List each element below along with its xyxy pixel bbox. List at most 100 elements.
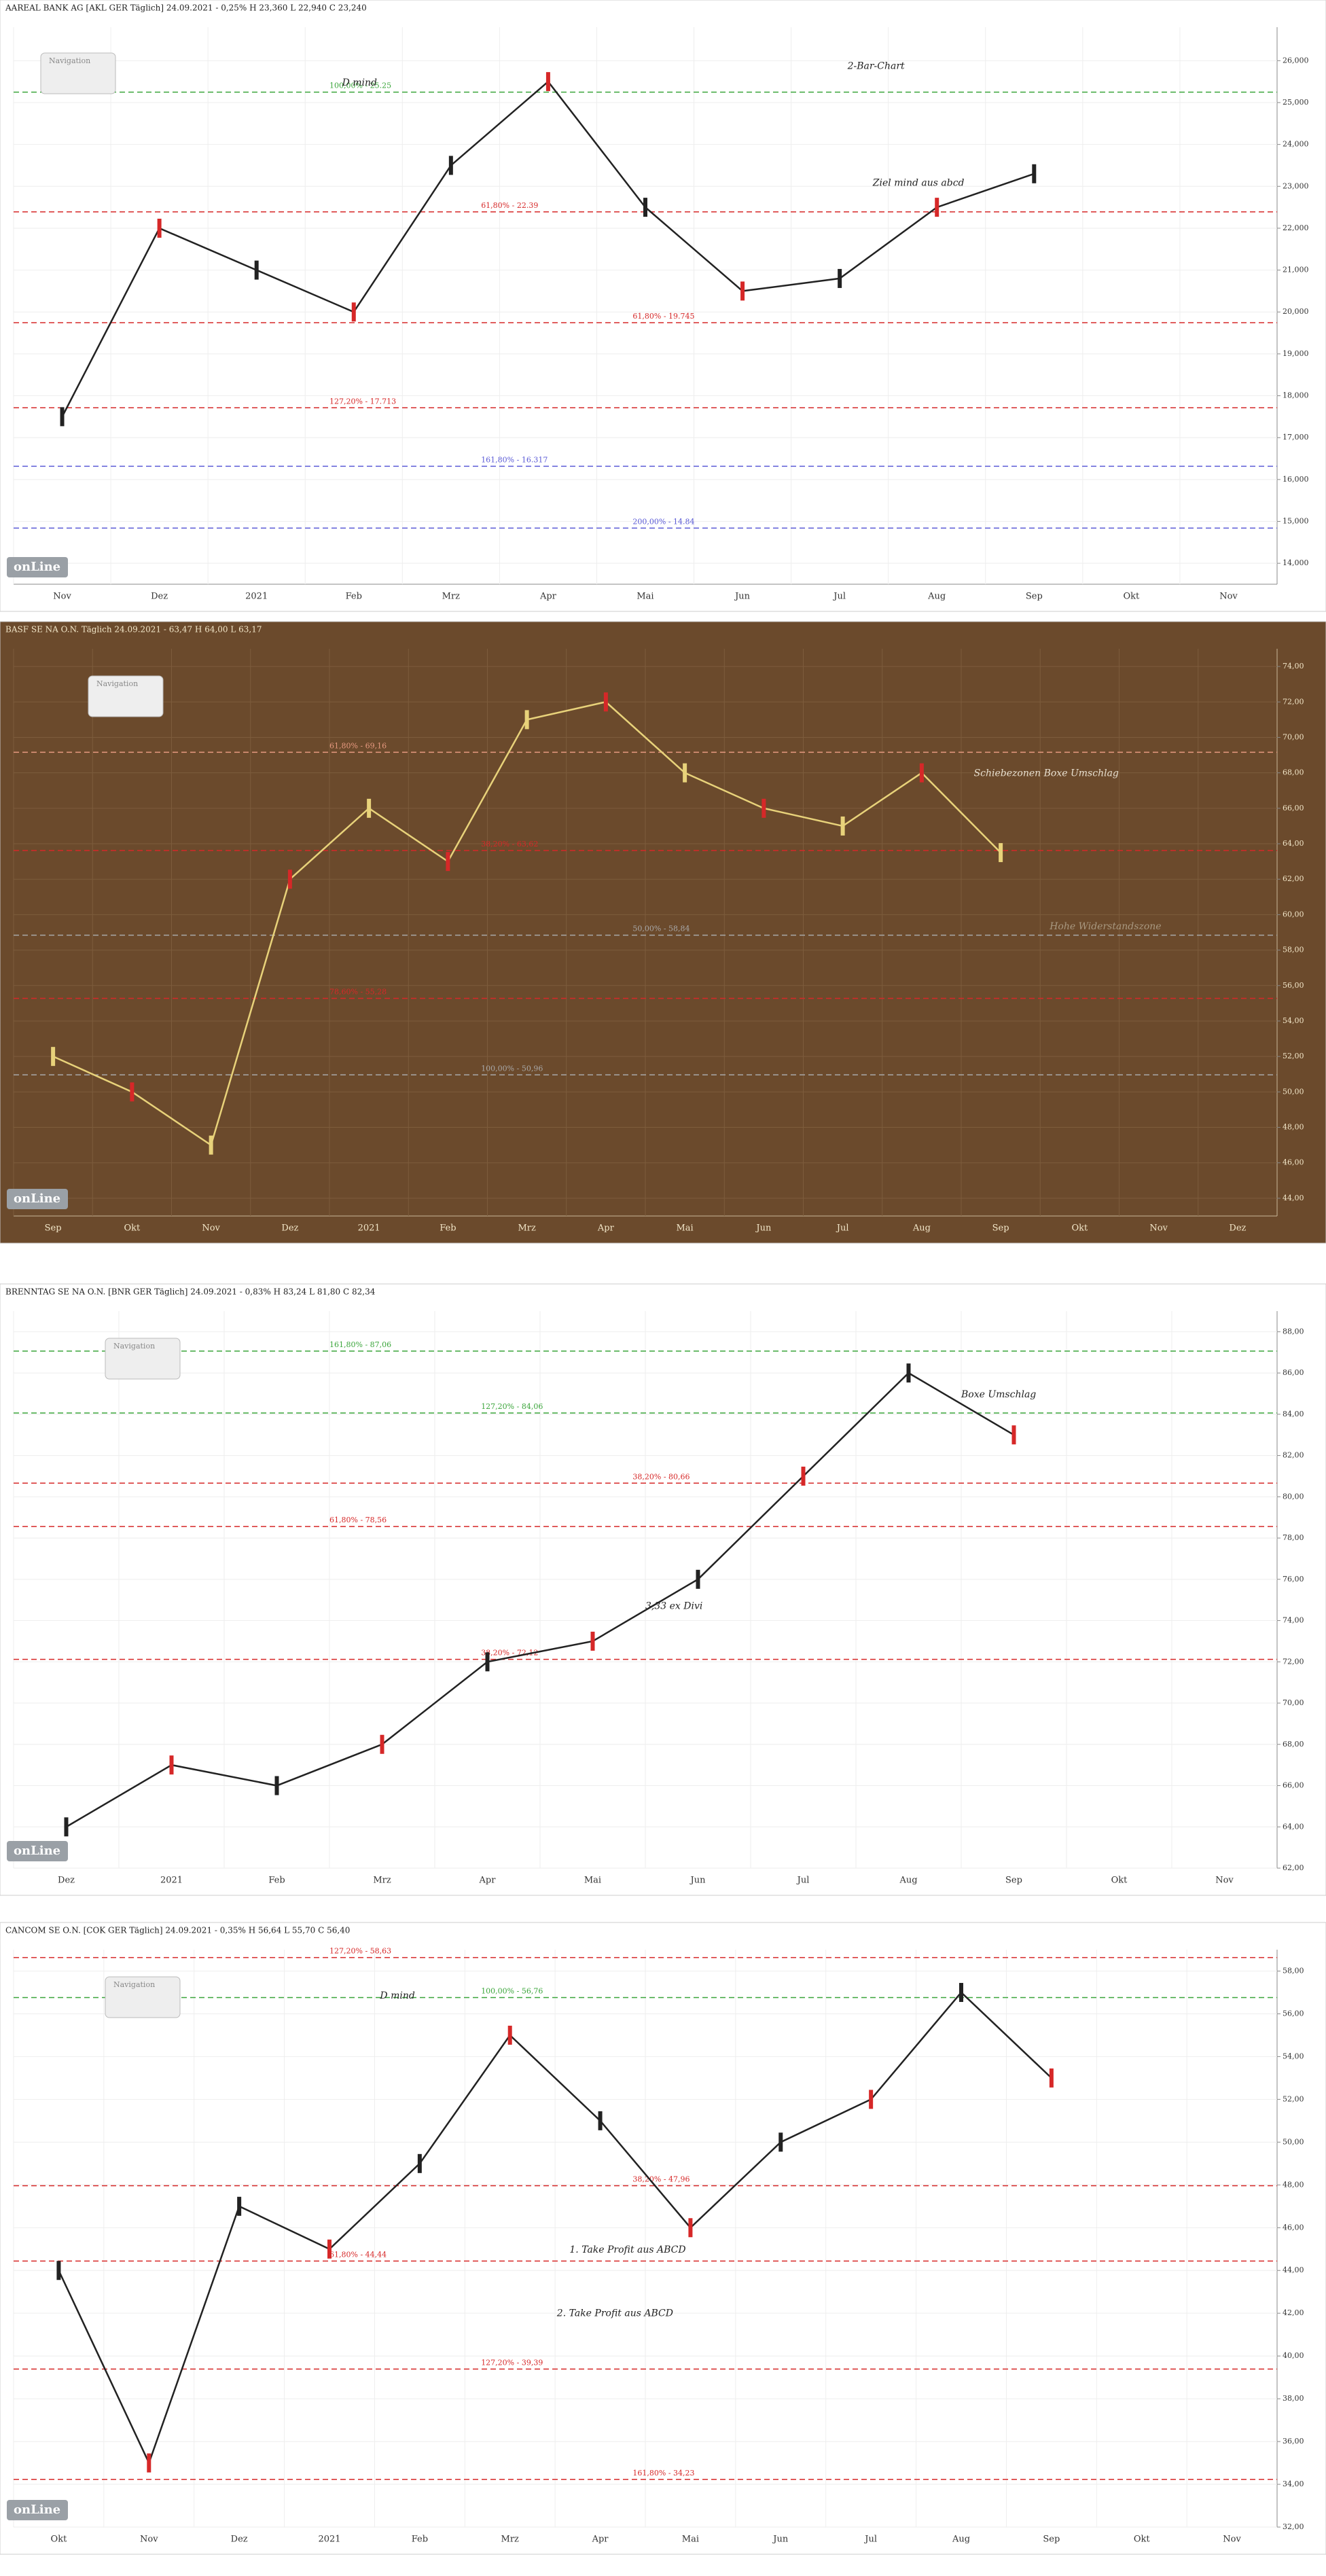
annotation: Boxe Umschlag [961, 1389, 1036, 1400]
chart-panel: BASF SE NA O.N. Täglich 24.09.2021 - 63,… [0, 621, 1326, 1244]
level-label: 127,20% - 39,39 [481, 2358, 543, 2367]
x-tick-label: Jul [832, 592, 846, 602]
y-tick-label: 64,00 [1283, 839, 1304, 848]
panel-bg [0, 1283, 1326, 1896]
y-tick-label: 68,00 [1283, 768, 1304, 777]
navigation-box [40, 52, 116, 94]
price-bar [869, 2090, 874, 2109]
level-label: 200,00% - 14.84 [632, 517, 694, 526]
x-tick-label: Mai [584, 1876, 601, 1886]
price-bar [51, 1047, 56, 1067]
x-tick-label: Jun [689, 1876, 706, 1886]
x-tick-label: Sep [1043, 2535, 1060, 2545]
x-tick-label: Dez [58, 1876, 75, 1886]
navigation-box [105, 1976, 181, 2018]
price-bar [209, 1135, 213, 1155]
y-tick-label: 26,000 [1283, 56, 1309, 65]
price-bar [1032, 164, 1037, 183]
x-tick-label: Apr [592, 2535, 609, 2545]
price-bar [778, 2132, 783, 2152]
navigation-box [105, 1338, 181, 1380]
x-tick-label: Apr [597, 1223, 615, 1234]
x-tick-label: Okt [1124, 592, 1141, 602]
x-tick-label: 2021 [245, 592, 268, 602]
price-bar [446, 852, 450, 872]
y-tick-label: 58,00 [1283, 1966, 1304, 1975]
chart-title: CANCOM SE O.N. [COK GER Täglich] 24.09.2… [5, 1926, 350, 1935]
y-tick-label: 52,00 [1283, 1052, 1304, 1060]
y-tick-label: 56,00 [1283, 2009, 1304, 2018]
price-line [58, 1991, 1052, 2465]
logo-box [7, 2500, 68, 2520]
navigation-box [88, 675, 164, 717]
y-tick-label: 62,00 [1283, 874, 1304, 883]
y-tick-label: 76,00 [1283, 1575, 1304, 1584]
price-bar [603, 692, 608, 712]
price-bar [169, 1755, 174, 1775]
annotation: 2-Bar-Chart [847, 60, 905, 71]
x-tick-label: Okt [1111, 1876, 1128, 1886]
level-label: 61,80% - 78,56 [329, 1516, 387, 1524]
chart-panel: BRENNTAG SE NA O.N. [BNR GER Täglich] 24… [0, 1283, 1326, 1896]
y-tick-label: 18,000 [1283, 391, 1309, 400]
price-bar [1049, 2068, 1054, 2088]
level-label: 78,60% - 55,28 [329, 988, 387, 997]
panel-bg [0, 0, 1326, 612]
price-bar [64, 1817, 69, 1837]
y-tick-label: 70,00 [1283, 732, 1304, 741]
y-tick-label: 66,00 [1283, 1781, 1304, 1790]
y-tick-label: 50,00 [1283, 2137, 1304, 2146]
price-bar [56, 2261, 61, 2280]
x-tick-label: Dez [231, 2535, 248, 2545]
x-tick-label: Okt [1071, 1223, 1088, 1234]
x-tick-label: Okt [51, 2535, 68, 2545]
level-label: 38,20% - 63,62 [481, 840, 538, 848]
price-bar [448, 156, 453, 175]
annotation: D mind [342, 77, 377, 88]
y-tick-label: 88,00 [1283, 1327, 1304, 1336]
level-label: 61,80% - 22.39 [481, 201, 538, 210]
annotation: 1. Take Profit aus ABCD [569, 2244, 685, 2255]
level-label: 100,00% - 50,96 [481, 1064, 543, 1073]
price-bar [507, 2025, 512, 2045]
x-tick-label: Okt [124, 1223, 141, 1234]
x-tick-label: Feb [440, 1223, 456, 1234]
logo: onLine [14, 2503, 60, 2517]
y-tick-label: 72,00 [1283, 1657, 1304, 1666]
navigation-label: Navigation [49, 56, 90, 65]
level-label: 161,80% - 87,06 [329, 1340, 391, 1349]
price-line [65, 1372, 1015, 1828]
y-tick-label: 74,00 [1283, 662, 1304, 670]
x-tick-label: Nov [53, 592, 71, 602]
price-bar [287, 870, 292, 889]
x-tick-label: Nov [202, 1223, 220, 1234]
y-tick-label: 34,00 [1283, 2480, 1304, 2488]
x-tick-label: Nov [1219, 592, 1238, 602]
logo: onLine [14, 1844, 60, 1858]
y-tick-label: 74,00 [1283, 1616, 1304, 1625]
price-bar [838, 268, 842, 288]
price-bar [485, 1652, 490, 1672]
price-bar [367, 798, 372, 818]
y-tick-label: 16,000 [1283, 475, 1309, 484]
level-label: 50,00% - 58,84 [632, 925, 689, 933]
x-tick-label: Mrz [373, 1876, 391, 1886]
x-tick-label: Sep [1005, 1876, 1022, 1886]
y-tick-label: 40,00 [1283, 2351, 1304, 2360]
x-tick-label: 2021 [160, 1876, 183, 1886]
y-tick-label: 44,00 [1283, 1194, 1304, 1202]
x-tick-label: Apr [479, 1876, 497, 1886]
chart-panel: CANCOM SE O.N. [COK GER Täglich] 24.09.2… [0, 1922, 1326, 2555]
x-tick-label: Mrz [442, 592, 461, 602]
level-label: 38,20% - 47,96 [632, 2175, 689, 2184]
x-tick-label: Sep [1026, 592, 1043, 602]
logo-box [7, 1841, 68, 1861]
panel-bg [0, 1922, 1326, 2555]
price-bar [1011, 1425, 1016, 1445]
x-tick-label: Nov [1223, 2535, 1241, 2545]
price-bar [351, 302, 356, 322]
level-label: 127,20% - 58,63 [329, 1947, 391, 1956]
x-tick-label: Mai [677, 1223, 694, 1234]
y-tick-label: 64,00 [1283, 1822, 1304, 1831]
